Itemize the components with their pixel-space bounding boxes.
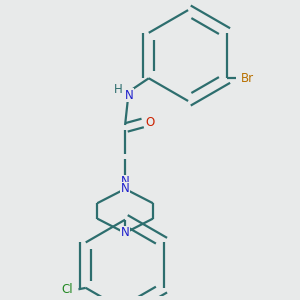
Text: Br: Br: [241, 72, 254, 85]
Text: O: O: [146, 116, 154, 130]
Text: N: N: [121, 226, 130, 239]
Text: N: N: [121, 175, 130, 188]
Text: Cl: Cl: [61, 283, 73, 296]
Text: N: N: [121, 182, 130, 195]
Text: H: H: [113, 83, 122, 96]
Text: N: N: [125, 88, 134, 102]
